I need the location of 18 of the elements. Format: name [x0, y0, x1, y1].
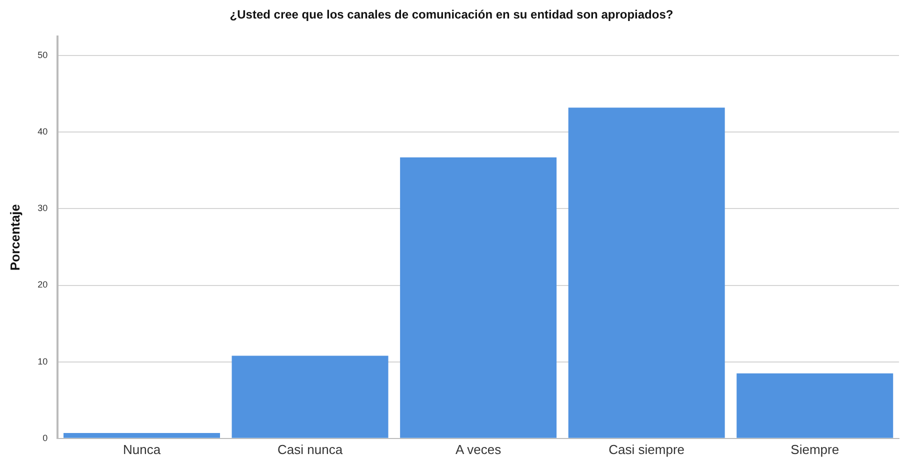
- x-tick-label: A veces: [456, 442, 502, 457]
- bar: [568, 108, 725, 438]
- y-tick-label: 0: [42, 432, 48, 443]
- y-tick-label: 30: [38, 203, 48, 214]
- y-tick-label: 20: [38, 280, 48, 290]
- chart-title: ¿Usted cree que los canales de comunicación en su entidad son apropiados?: [230, 8, 674, 22]
- bar: [400, 157, 557, 438]
- x-tick-label: Casi siempre: [608, 442, 685, 457]
- x-tick-label: Casi nunca: [278, 442, 344, 457]
- x-tick-label: Siempre: [790, 442, 840, 457]
- y-tick-label: 40: [38, 126, 48, 137]
- y-axis-title: Porcentaje: [7, 204, 22, 271]
- y-tick-label: 50: [38, 50, 48, 60]
- y-tick-label: 10: [38, 356, 48, 366]
- x-tick-label: Nunca: [122, 442, 162, 457]
- bar: [64, 433, 220, 438]
- bar: [736, 373, 894, 438]
- bar: [232, 356, 388, 438]
